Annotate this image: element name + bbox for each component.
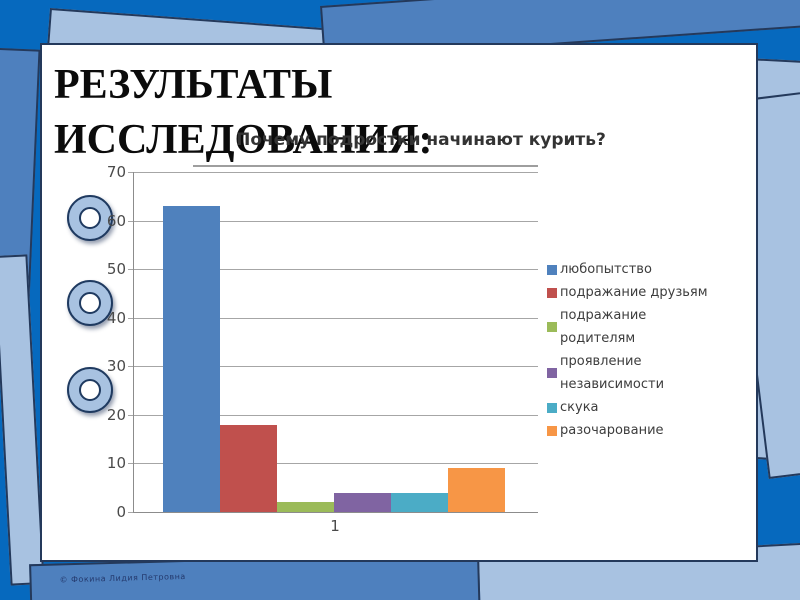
gridline [128, 220, 538, 222]
bar-подражание родителям [277, 502, 334, 512]
y-tick-label: 20 [106, 405, 126, 424]
ring-ornament [67, 195, 113, 241]
chart-title: Почему подростки начинают курить? [236, 130, 606, 150]
legend-label: разочарование [560, 423, 664, 438]
legend-label: проявление независимости [560, 354, 665, 392]
ring-hole [79, 379, 101, 401]
content-panel [40, 43, 758, 562]
legend-item: скука [547, 396, 712, 419]
ring-ornament [67, 280, 113, 326]
legend-label: скука [560, 400, 599, 415]
deco-panel-left-lower [0, 254, 45, 586]
bar-любопытство [163, 206, 220, 512]
bar-разочарование [448, 468, 505, 512]
gridline [128, 366, 538, 368]
gridline [128, 463, 538, 465]
gridline [128, 269, 538, 271]
legend-swatch-icon [547, 322, 557, 332]
x-category-label: 1 [330, 517, 340, 535]
legend-label: любопытство [560, 262, 652, 277]
ring-hole [79, 207, 101, 229]
chart-plot-area [133, 172, 538, 513]
y-tick-label: 0 [116, 503, 126, 521]
ring-hole [79, 292, 101, 314]
legend-item: подражание родителям [547, 304, 712, 350]
legend-label: подражание друзьям [560, 285, 708, 300]
gridline [128, 317, 538, 319]
legend-item: разочарование [547, 419, 712, 442]
bar-проявление независимости [334, 492, 391, 512]
gridline [128, 414, 538, 416]
y-tick-label: 40 [106, 308, 126, 327]
chart-title-underline [193, 165, 538, 167]
y-tick-label: 30 [106, 357, 126, 376]
bar-скука [391, 492, 448, 512]
legend-item: подражание друзьям [547, 281, 712, 304]
y-tick-label: 60 [106, 211, 126, 230]
gridline [128, 172, 538, 173]
y-tick-label: 50 [106, 260, 126, 279]
legend-label: подражание родителям [560, 308, 647, 346]
legend-item: любопытство [547, 258, 712, 281]
legend-swatch-icon [547, 425, 557, 436]
footer-credit: © Фокина Лидия Петровна [59, 571, 186, 585]
legend-swatch-icon [547, 368, 557, 378]
legend-swatch-icon [547, 287, 557, 298]
legend-swatch-icon [547, 264, 557, 275]
chart-legend: любопытство подражание друзьям подражание … [547, 258, 712, 442]
slide-title: РЕЗУЛЬТАТЫ ИССЛЕДОВАНИЯ: [54, 58, 534, 168]
legend-item: проявление независимости [547, 350, 712, 396]
bar-подражание друзьям [220, 424, 277, 512]
slide-title-line2: ИССЛЕДОВАНИЯ: [54, 117, 433, 163]
slide-title-line1: РЕЗУЛЬТАТЫ [54, 62, 333, 108]
ring-ornament [67, 367, 113, 413]
y-tick-label: 10 [106, 454, 126, 473]
y-tick-label: 70 [106, 163, 126, 181]
legend-swatch-icon [547, 402, 557, 413]
